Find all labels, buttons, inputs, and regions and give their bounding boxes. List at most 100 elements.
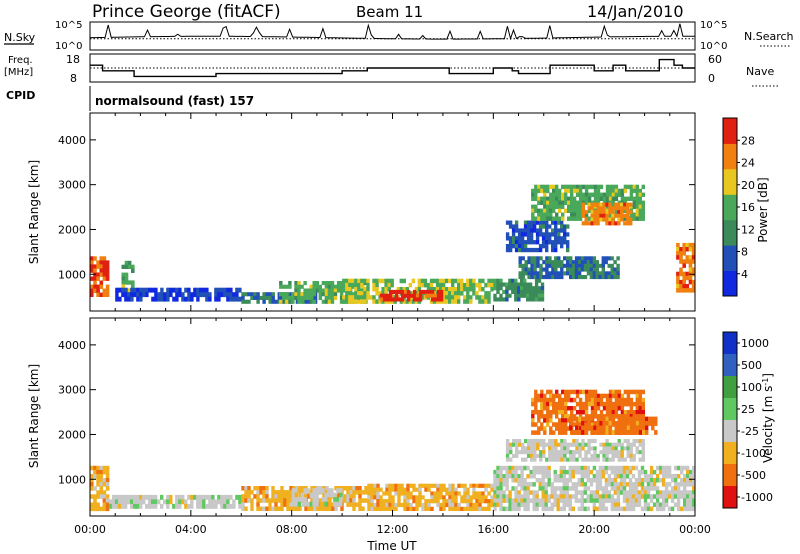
heatmap-cell <box>646 478 651 483</box>
heatmap-cell <box>148 499 152 505</box>
heatmap-cell <box>614 453 618 458</box>
heatmap-cell <box>460 282 464 288</box>
heatmap-cell <box>617 421 621 426</box>
heatmap-cell <box>590 430 594 435</box>
heatmap-cell <box>632 457 636 462</box>
heatmap-cell <box>534 430 538 435</box>
heatmap-cell <box>517 240 522 245</box>
heatmap-cell <box>469 278 473 284</box>
heatmap-cell <box>523 220 528 225</box>
heatmap-cell <box>478 491 482 496</box>
heatmap-cell <box>514 224 519 229</box>
heatmap-cell <box>339 492 343 498</box>
heatmap-cell <box>540 286 545 291</box>
heatmap-cell <box>602 213 606 218</box>
heatmap-cell <box>469 483 473 488</box>
heatmap-cell <box>550 506 554 512</box>
heatmap-cell <box>475 499 479 504</box>
heatmap-cell <box>568 486 572 491</box>
heatmap-cell <box>175 292 179 298</box>
heatmap-cell <box>538 482 542 487</box>
heatmap-cell <box>439 491 443 496</box>
heatmap-cell <box>578 410 583 415</box>
heatmap-cell <box>634 478 639 483</box>
heatmap-cell <box>608 397 613 403</box>
heatmap-cell <box>121 272 126 277</box>
heatmap-cell <box>131 284 135 289</box>
heatmap-cell <box>531 418 535 423</box>
heatmap-cell <box>279 299 283 304</box>
heatmap-cell <box>466 291 470 296</box>
heatmap-cell <box>527 260 531 265</box>
heatmap-cell <box>534 289 539 294</box>
heatmap-cell <box>598 271 602 276</box>
heatmap-cell <box>481 491 485 496</box>
heatmap-cell <box>283 502 287 507</box>
heatmap-cell <box>136 503 140 509</box>
heatmap-cell <box>645 416 649 422</box>
heatmap-cell <box>399 287 403 292</box>
heatmap-cell <box>154 296 158 302</box>
heatmap-cell <box>542 260 546 265</box>
heatmap-cell <box>375 299 379 304</box>
heatmap-cell <box>259 486 263 491</box>
heatmap-cell <box>534 204 538 209</box>
heatmap-cell <box>355 486 359 491</box>
heatmap-cell <box>646 506 651 512</box>
heatmap-cell <box>526 236 531 241</box>
heatmap-cell <box>617 406 622 411</box>
heatmap-cell <box>532 240 537 245</box>
heatmap-cell <box>481 278 485 284</box>
heatmap-cell <box>96 465 100 471</box>
heatmap-cell <box>330 488 334 494</box>
heatmap-cell <box>316 506 320 511</box>
heatmap-cell <box>123 494 128 500</box>
heatmap-cell <box>324 295 329 300</box>
colorbar-tick-label: 4 <box>741 268 748 281</box>
heatmap-cell <box>641 446 645 451</box>
heatmap-cell <box>105 474 110 479</box>
heatmap-cell <box>366 287 370 292</box>
heatmap-cell <box>545 442 549 447</box>
heatmap-cell <box>601 267 605 272</box>
heatmap-cell <box>484 282 488 288</box>
heatmap-cell <box>105 506 110 512</box>
heatmap-cell <box>469 282 473 288</box>
heatmap-cell <box>193 287 197 293</box>
heatmap-cell <box>250 502 254 507</box>
heatmap-cell <box>435 282 440 288</box>
heatmap-cell <box>587 414 592 419</box>
heatmap-cell <box>523 478 527 483</box>
heatmap-cell <box>361 490 365 495</box>
heatmap-cell <box>564 208 568 213</box>
heatmap-cell <box>676 494 681 499</box>
heatmap-cell <box>375 291 379 296</box>
heatmap-cell <box>626 450 630 455</box>
heatmap-cell <box>599 184 604 190</box>
heatmap-cell <box>387 287 391 292</box>
heatmap-cell <box>349 494 353 499</box>
colorbar-swatch <box>723 245 737 271</box>
heatmap-cell <box>379 499 383 504</box>
heatmap-cell <box>306 295 310 300</box>
heatmap-cell <box>496 465 500 471</box>
heatmap-cell <box>523 247 528 253</box>
heatmap-cell <box>521 263 525 268</box>
heatmap-cell <box>534 393 538 399</box>
heatmap-cell <box>523 465 527 471</box>
heatmap-cell <box>592 490 597 495</box>
heatmap-cell <box>229 494 233 500</box>
heatmap-cell <box>608 446 612 451</box>
heatmap-cell <box>199 287 203 293</box>
heatmap-cell <box>558 200 562 205</box>
heatmap-cell <box>635 425 640 431</box>
heatmap-cell <box>611 457 615 462</box>
colorbar-tick-label: -1000 <box>741 491 773 504</box>
heatmap-cell <box>427 487 431 492</box>
heatmap-cell <box>572 196 577 201</box>
heatmap-cell <box>685 247 690 252</box>
heatmap-cell <box>268 295 272 300</box>
heatmap-cell <box>610 256 614 261</box>
heatmap-cell <box>536 260 540 265</box>
colorbar-tick-label: 12 <box>741 223 755 236</box>
